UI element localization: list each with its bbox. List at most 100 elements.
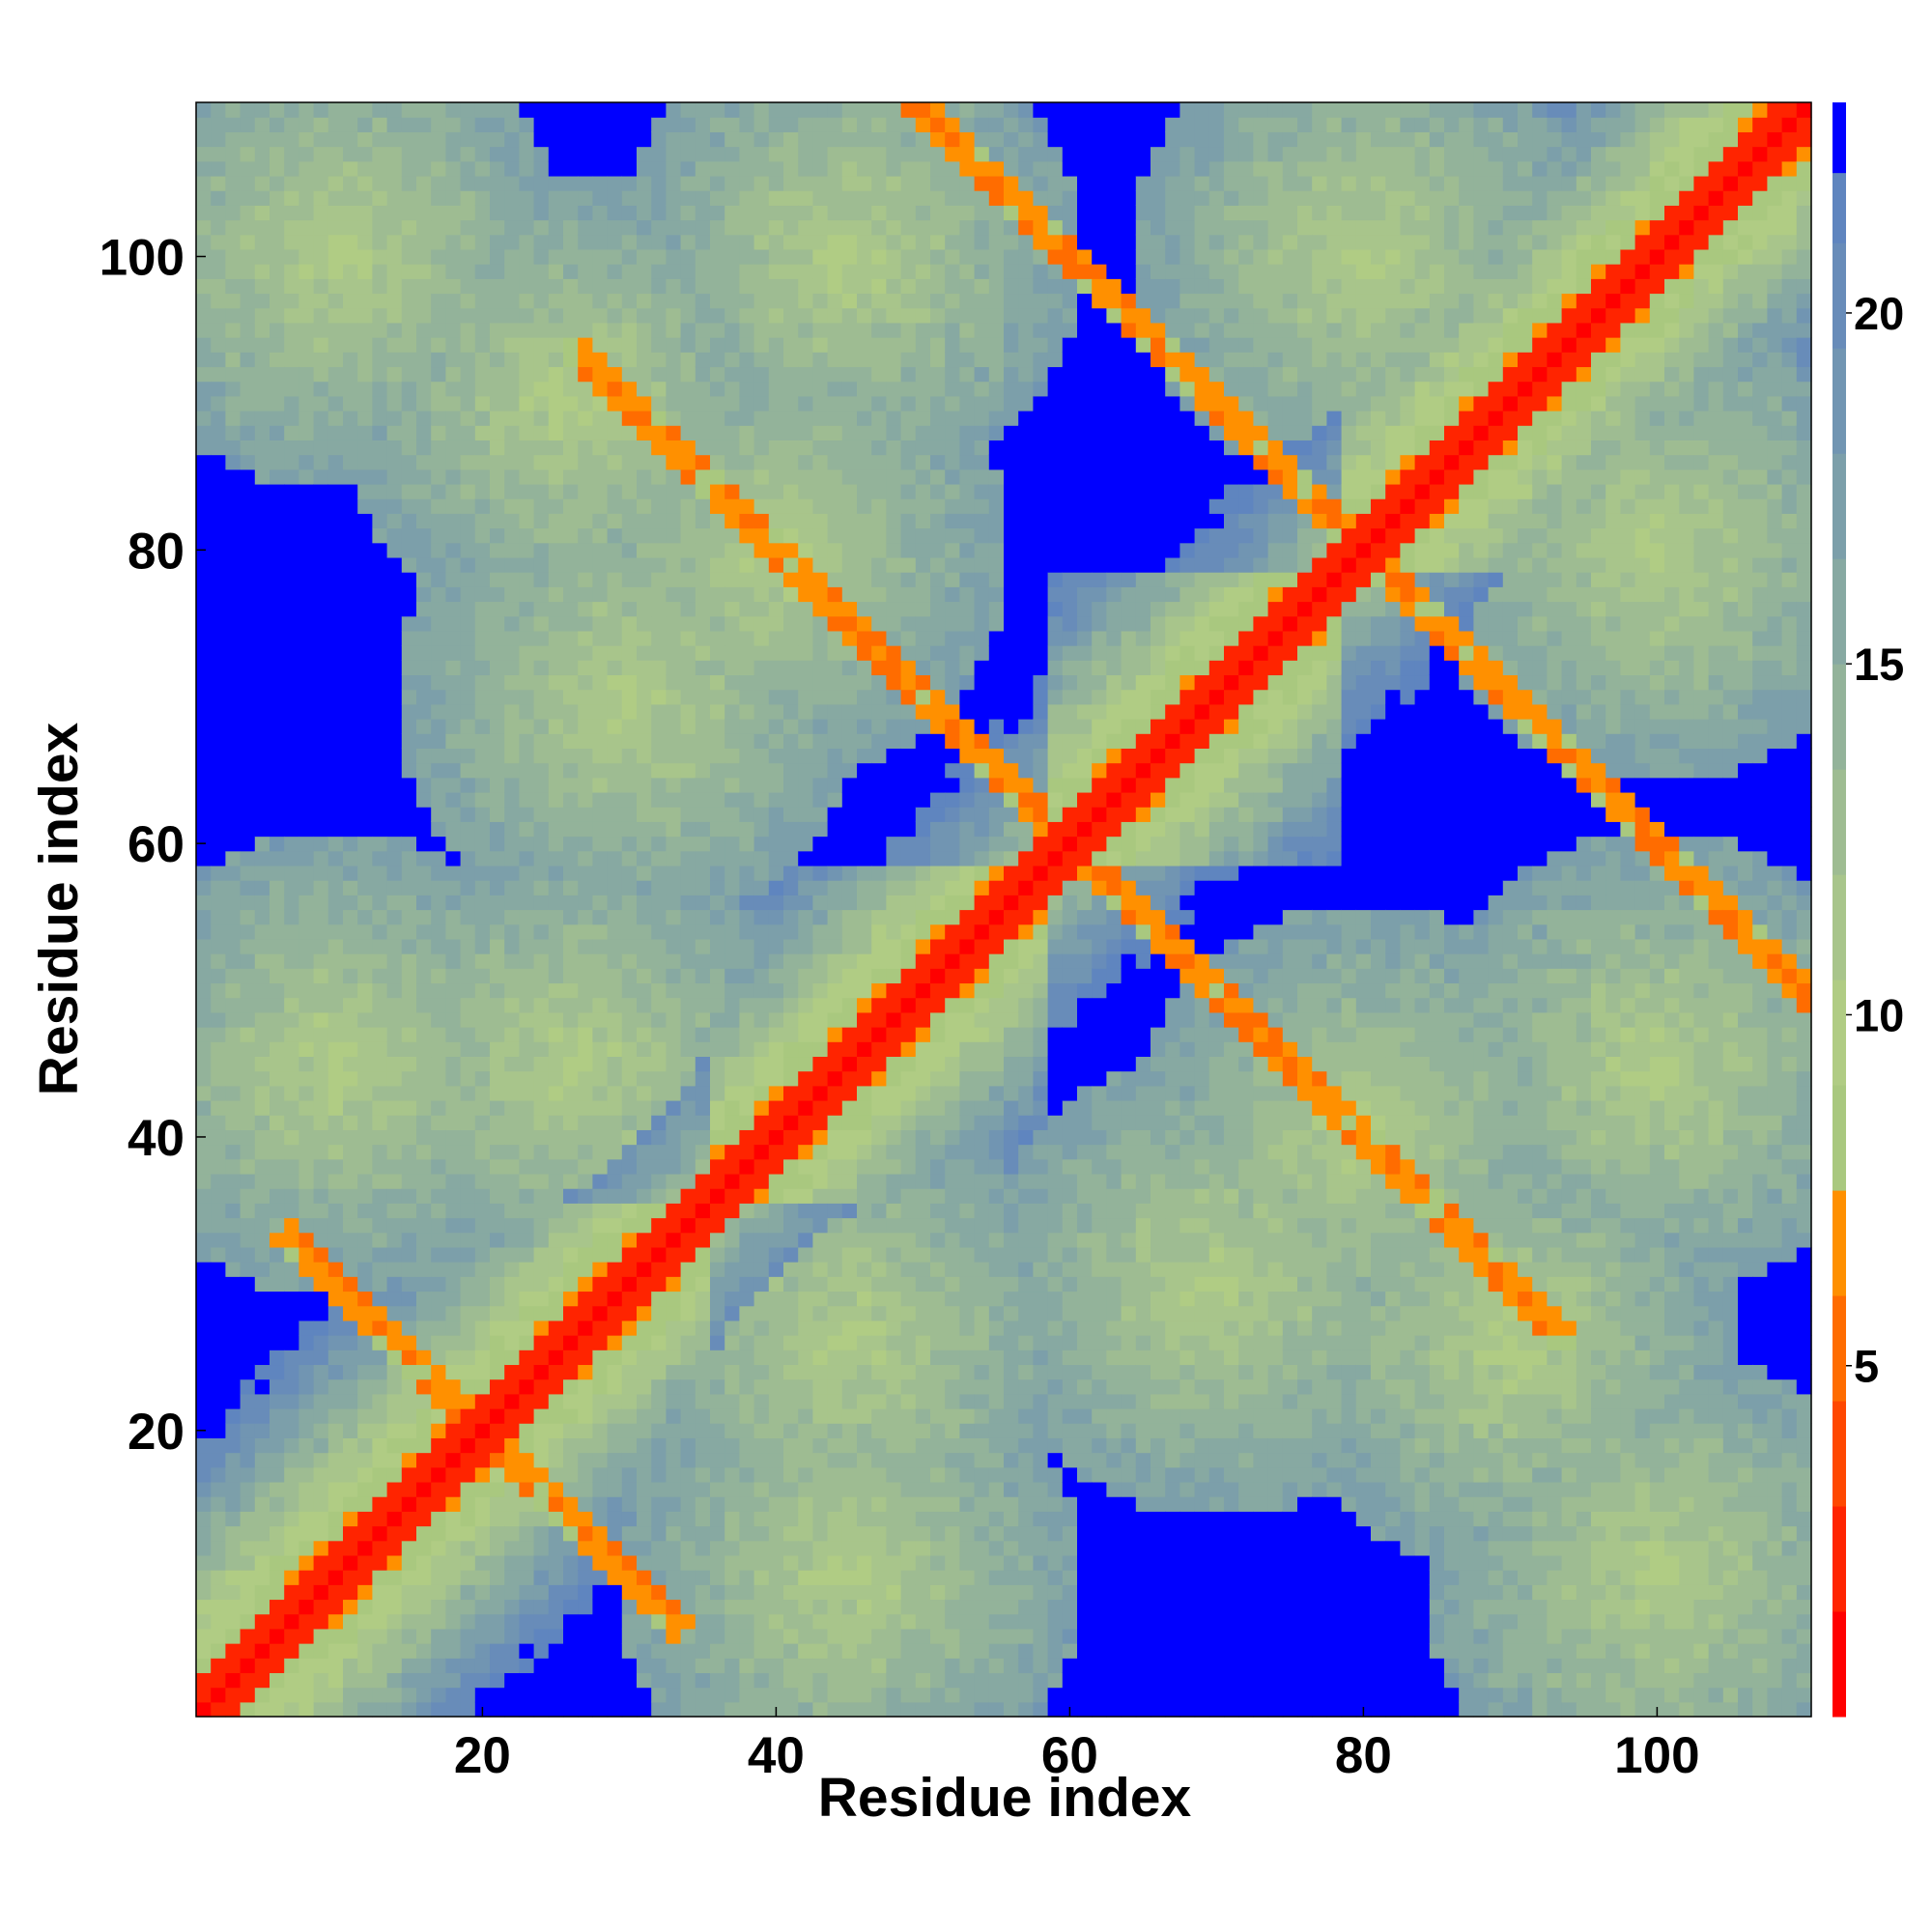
- heatmap-cell: [651, 293, 667, 309]
- heatmap-cell: [578, 278, 593, 295]
- heatmap-cell: [695, 1628, 711, 1644]
- heatmap-cell: [651, 1099, 667, 1116]
- heatmap-cell: [578, 615, 593, 632]
- heatmap-cell: [857, 1041, 872, 1058]
- heatmap-cell: [211, 175, 226, 191]
- heatmap-cell: [768, 395, 784, 412]
- heatmap-cell: [695, 1099, 711, 1116]
- heatmap-cell: [651, 248, 667, 265]
- heatmap-cell: [254, 175, 270, 191]
- heatmap-cell: [548, 1628, 564, 1644]
- heatmap-cell: [724, 938, 740, 954]
- heatmap-cell: [401, 968, 417, 984]
- heatmap-cell: [827, 1364, 843, 1380]
- heatmap-cell: [504, 1335, 520, 1350]
- heatmap-cell: [548, 1393, 564, 1409]
- heatmap-cell: [651, 1599, 667, 1615]
- heatmap-cell: [798, 660, 813, 676]
- heatmap-cell: [666, 1217, 682, 1234]
- heatmap-cell: [313, 205, 329, 221]
- heatmap-cell: [445, 586, 462, 603]
- heatmap-cell: [431, 1011, 446, 1028]
- heatmap-cell: [211, 1320, 226, 1336]
- heatmap-cell: [298, 1554, 315, 1571]
- heatmap-cell: [637, 337, 652, 353]
- heatmap-cell: [548, 1041, 564, 1058]
- heatmap-cell: [695, 791, 711, 808]
- heatmap-cell: [798, 1188, 813, 1204]
- heatmap-cell: [416, 513, 432, 529]
- heatmap-cell: [270, 895, 285, 911]
- heatmap-cell: [445, 1437, 462, 1454]
- heatmap-cell: [386, 498, 403, 514]
- heatmap-cell: [812, 1643, 829, 1659]
- heatmap-cell: [753, 733, 770, 749]
- heatmap-cell: [563, 1041, 579, 1058]
- heatmap-cell: [386, 1423, 403, 1438]
- heatmap-cell: [460, 278, 476, 295]
- heatmap-cell: [490, 1466, 505, 1483]
- heatmap-cell: [768, 440, 784, 456]
- heatmap-cell: [372, 807, 388, 822]
- heatmap-cell: [563, 1613, 579, 1630]
- heatmap-cell: [298, 146, 315, 162]
- heatmap-cell: [313, 1085, 329, 1101]
- heatmap-cell: [357, 234, 373, 250]
- heatmap-cell: [298, 1687, 315, 1703]
- heatmap-cell: [548, 1554, 564, 1571]
- heatmap-cell: [753, 1173, 770, 1189]
- heatmap-cell: [753, 968, 770, 984]
- heatmap-cell: [196, 395, 212, 412]
- heatmap-cell: [386, 923, 403, 940]
- heatmap-cell: [431, 1276, 446, 1293]
- heatmap-cell: [372, 1584, 388, 1601]
- heatmap-cell: [519, 175, 535, 191]
- heatmap-cell: [548, 777, 564, 793]
- heatmap-cell: [431, 264, 446, 279]
- heatmap-cell: [841, 1554, 858, 1571]
- heatmap-cell: [490, 483, 505, 499]
- heatmap-cell: [343, 703, 358, 720]
- heatmap-cell: [504, 1452, 520, 1468]
- heatmap-cell: [313, 381, 329, 397]
- heatmap-cell: [254, 498, 270, 514]
- heatmap-cell: [548, 395, 564, 412]
- heatmap-cell: [460, 322, 476, 338]
- heatmap-cell: [739, 513, 755, 529]
- heatmap-cell: [284, 102, 299, 118]
- heatmap-cell: [621, 1320, 638, 1336]
- heatmap-cell: [783, 411, 799, 426]
- heatmap-cell: [313, 160, 329, 177]
- heatmap-cell: [666, 660, 682, 676]
- heatmap-cell: [768, 1320, 784, 1336]
- heatmap-cell: [240, 248, 256, 265]
- heatmap-cell: [841, 762, 858, 779]
- heatmap-cell: [401, 1525, 417, 1542]
- heatmap-cell: [548, 1203, 564, 1219]
- heatmap-cell: [298, 1203, 315, 1219]
- heatmap-cell: [666, 175, 682, 191]
- heatmap-cell: [196, 909, 212, 925]
- heatmap-cell: [783, 762, 799, 779]
- heatmap-cell: [416, 1232, 432, 1248]
- heatmap-cell: [695, 762, 711, 779]
- heatmap-cell: [284, 1687, 299, 1703]
- heatmap-cell: [357, 1320, 373, 1336]
- heatmap-cell: [651, 865, 667, 881]
- heatmap-cell: [651, 307, 667, 324]
- heatmap-cell: [680, 880, 696, 895]
- heatmap-cell: [798, 1701, 813, 1718]
- heatmap-cell: [504, 748, 520, 764]
- heatmap-cell: [298, 1672, 315, 1689]
- heatmap-cell: [386, 1320, 403, 1336]
- heatmap-cell: [357, 909, 373, 925]
- heatmap-cell: [724, 1701, 740, 1718]
- heatmap-cell: [298, 1701, 315, 1718]
- heatmap-cell: [445, 1481, 462, 1497]
- heatmap-cell: [372, 1188, 388, 1204]
- heatmap-cell: [695, 160, 711, 177]
- heatmap-cell: [416, 1554, 432, 1571]
- heatmap-cell: [841, 248, 858, 265]
- heatmap-cell: [841, 1276, 858, 1293]
- heatmap-cell: [841, 791, 858, 808]
